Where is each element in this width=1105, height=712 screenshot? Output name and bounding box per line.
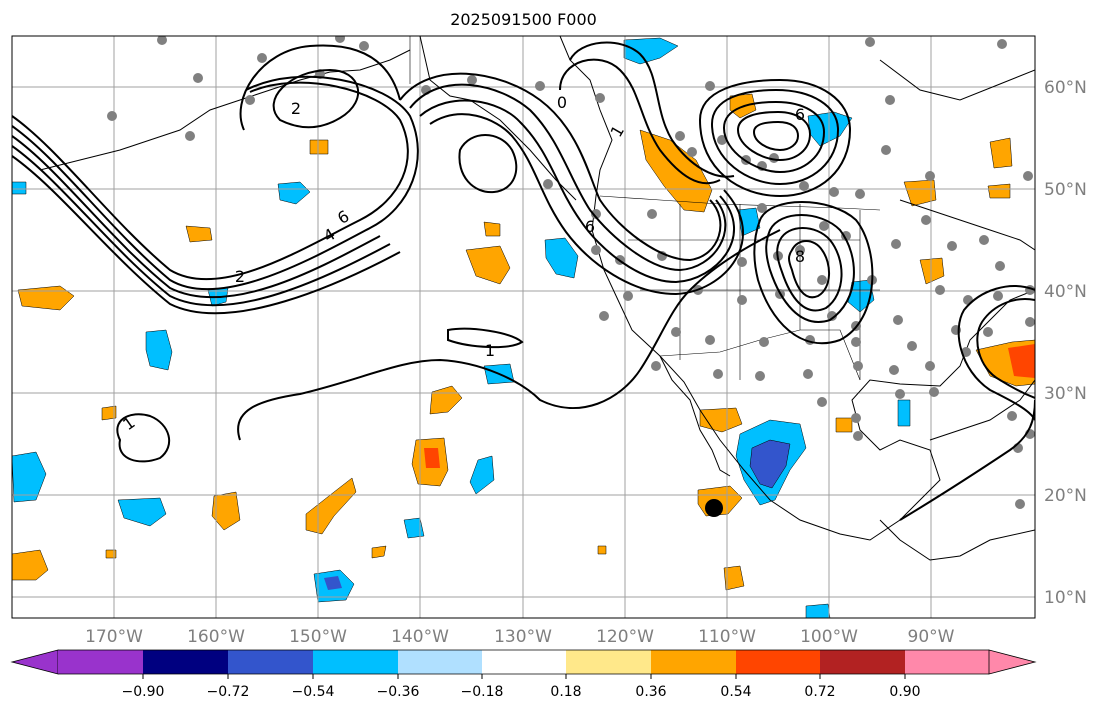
map-title: 2025091500 F000 xyxy=(450,10,597,29)
negative-anomaly-region xyxy=(145,329,173,371)
latitude-label: 10°N xyxy=(1044,588,1087,608)
colorbar-segment xyxy=(736,650,820,674)
negative-anomaly-region xyxy=(12,181,27,195)
colorbar-tick-label: −0.72 xyxy=(206,684,250,700)
negative-anomaly-region xyxy=(117,497,167,527)
colorbar-segment xyxy=(566,650,651,674)
latitude-label: 60°N xyxy=(1044,78,1087,98)
strong-negative-anomaly-region xyxy=(324,576,342,590)
contour-label: 8 xyxy=(795,247,805,266)
colorbar-tick-label: 0.90 xyxy=(889,684,921,700)
latitude-label: 40°N xyxy=(1044,282,1087,302)
longitude-label: 160°W xyxy=(187,627,245,647)
positive-anomaly-region xyxy=(465,245,511,285)
positive-anomaly-region xyxy=(919,257,945,285)
positive-anomaly-region xyxy=(989,137,1013,169)
graticule xyxy=(12,36,1035,618)
latitude-label: 50°N xyxy=(1044,180,1087,200)
colorbar-tick-label: 0.18 xyxy=(550,684,582,700)
colorbar-segment xyxy=(398,650,482,674)
negative-anomaly-region xyxy=(403,517,425,539)
positive-anomaly-region xyxy=(987,183,1011,199)
latitude-label: 20°N xyxy=(1044,486,1087,506)
colorbar-tick-label: 0.72 xyxy=(804,684,836,700)
colorbar-tick-label: −0.36 xyxy=(376,684,420,700)
colorbar-tick-label: −0.90 xyxy=(121,684,165,700)
colorbar-tick-label: −0.18 xyxy=(460,684,504,700)
positive-anomaly-region xyxy=(903,179,937,207)
strong-negative-anomaly-region xyxy=(749,439,791,489)
positive-anomaly-region xyxy=(723,565,745,591)
longitude-label: 150°W xyxy=(289,627,347,647)
longitude-label: 90°W xyxy=(907,627,955,647)
contour-label: 6 xyxy=(795,105,805,124)
longitude-label: 110°W xyxy=(698,627,756,647)
positive-anomaly-region xyxy=(185,225,213,243)
colorbar-segment xyxy=(143,650,228,674)
positive-anomaly-region xyxy=(101,405,117,421)
map-frame xyxy=(11,35,1036,619)
contour-lines xyxy=(12,41,1035,521)
negative-anomaly-region xyxy=(12,451,47,503)
longitude-label: 170°W xyxy=(85,627,143,647)
contour-label: 2 xyxy=(235,267,245,286)
negative-anomaly-region xyxy=(544,237,579,279)
station-markers xyxy=(107,36,1035,509)
contour-label: 1 xyxy=(485,341,495,360)
positive-anomaly-region xyxy=(309,139,329,155)
positive-anomaly-region xyxy=(835,417,853,433)
longitude-label: 100°W xyxy=(800,627,858,647)
colorbar-segment xyxy=(482,650,566,674)
negative-anomaly-region xyxy=(469,455,495,495)
colorbar-segment xyxy=(313,650,398,674)
positive-anomaly-region xyxy=(371,545,387,559)
colorbar-extend-low xyxy=(10,649,59,675)
strong-positive-anomaly-region xyxy=(1008,344,1035,378)
colorbar-segment xyxy=(905,650,989,674)
contour-label: 0 xyxy=(557,93,567,112)
longitude-label: 130°W xyxy=(494,627,552,647)
colorbar xyxy=(10,649,1037,679)
colorbar-segment xyxy=(58,650,143,674)
positive-anomaly-region xyxy=(211,491,241,531)
contour-label: 2 xyxy=(291,99,301,118)
negative-anomaly-region xyxy=(805,603,831,618)
colorbar-tick-label: 0.54 xyxy=(720,684,752,700)
positive-anomaly-region xyxy=(483,221,501,237)
colorbar-segment xyxy=(228,650,313,674)
highlight-marker xyxy=(705,499,723,517)
longitude-label: 140°W xyxy=(391,627,449,647)
negative-anomaly-region xyxy=(897,399,911,427)
shaded-anomaly-layer xyxy=(12,37,1035,618)
positive-anomaly-region xyxy=(597,545,607,555)
colorbar-segment xyxy=(820,650,905,674)
negative-anomaly-region xyxy=(623,37,679,65)
colorbar-tick-label: −0.54 xyxy=(291,684,335,700)
longitude-label: 120°W xyxy=(596,627,654,647)
contour-label: 6 xyxy=(585,217,595,236)
latitude-label: 30°N xyxy=(1044,384,1087,404)
positive-anomaly-region xyxy=(12,549,49,581)
positive-anomaly-region xyxy=(17,285,75,311)
positive-anomaly-region xyxy=(639,129,713,213)
negative-anomaly-region xyxy=(277,181,311,205)
colorbar-tick-label: 0.36 xyxy=(635,684,667,700)
strong-positive-anomaly-region xyxy=(424,448,440,468)
colorbar-segment xyxy=(651,650,736,674)
colorbar-extend-high xyxy=(988,649,1037,675)
